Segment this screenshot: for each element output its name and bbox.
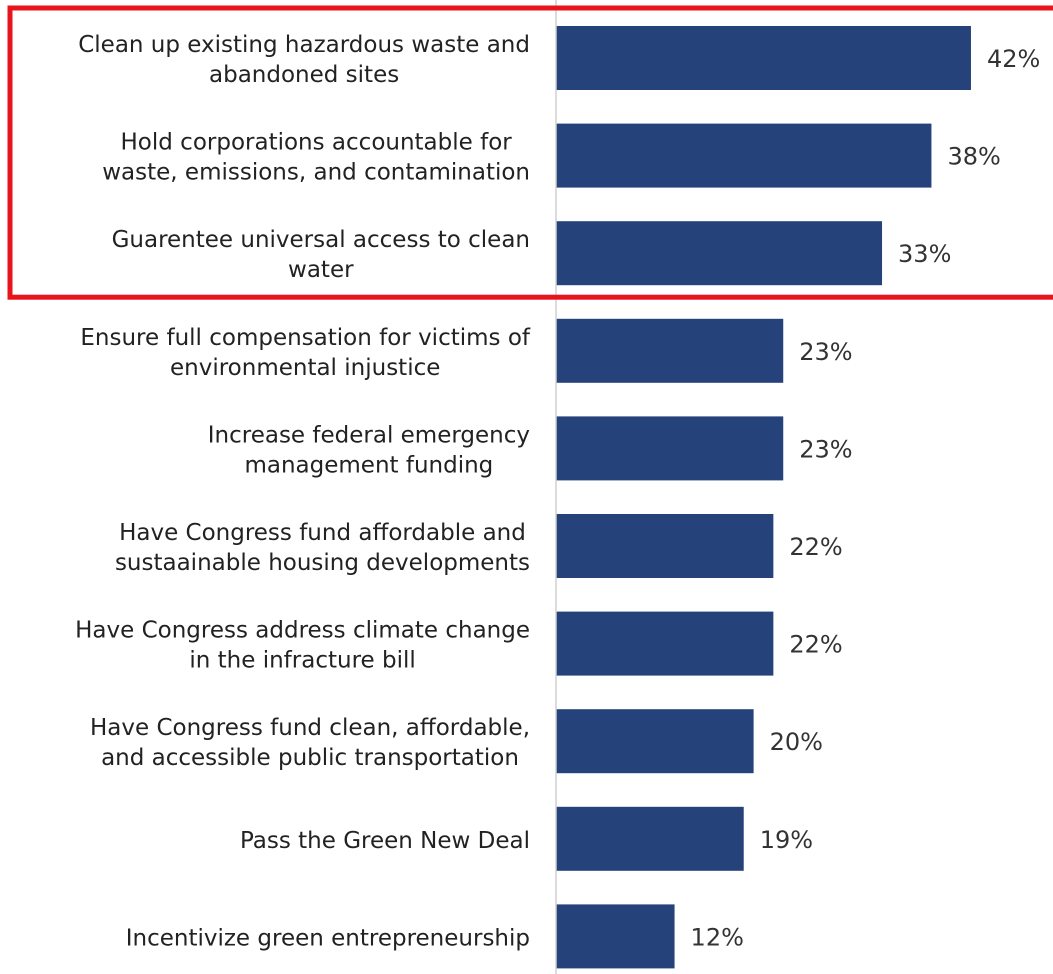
value-label: 22% [789, 533, 842, 561]
category-label-line: and accessible public transportation [101, 745, 519, 771]
bar [556, 123, 932, 188]
category-label-line: water [288, 257, 354, 283]
category-label-line: Ensure full compensation for victims of [80, 325, 531, 351]
category-label: Have Congress fund affordable and sustaai… [115, 520, 530, 576]
bars-layer [556, 26, 971, 969]
bar [556, 26, 971, 90]
category-label-line: sustaainable housing developments [115, 550, 530, 576]
category-label: Have Congress fund clean, affordable, and… [90, 715, 530, 771]
value-label: 42% [987, 45, 1040, 73]
bar [556, 611, 774, 676]
bar [556, 221, 883, 286]
category-label: Guarentee universal access to clean water [112, 227, 530, 283]
category-label-line: waste, emissions, and contamination [102, 160, 530, 186]
category-label: Hold corporations accountable for waste, … [102, 130, 530, 186]
category-label: Have Congress address climate change in t… [75, 618, 530, 674]
category-labels-layer: Clean up existing hazardous waste and aba… [75, 32, 531, 951]
category-label-line: Have Congress fund affordable and [119, 520, 526, 546]
category-label-line: Increase federal emergency [208, 422, 530, 448]
value-label: 12% [691, 923, 744, 951]
category-label-line: environmental injustice [170, 355, 440, 381]
bar [556, 416, 784, 481]
bar [556, 709, 754, 774]
value-label: 23% [799, 338, 852, 366]
value-label: 38% [947, 143, 1000, 171]
category-label: Incentivize green entrepreneurship [126, 925, 530, 951]
category-label: Increase federal emergency management fun… [208, 422, 530, 478]
value-labels-layer: 42% 38% 33% 23% 23% 22% 22% 20% 19% 12% [691, 45, 1041, 951]
bar [556, 514, 774, 578]
value-label: 20% [770, 728, 823, 756]
bar [556, 904, 675, 969]
category-label-line: Incentivize green entrepreneurship [126, 925, 530, 951]
value-label: 19% [760, 826, 813, 854]
category-label-line: abandoned sites [209, 62, 399, 88]
category-label: Ensure full compensation for victims of e… [80, 325, 531, 381]
category-label: Pass the Green New Deal [240, 828, 530, 854]
category-label-line: in the infracture bill [189, 648, 415, 674]
category-label-line: Pass the Green New Deal [240, 828, 530, 854]
category-label-line: Have Congress fund clean, affordable, [90, 715, 530, 741]
category-label-line: Clean up existing hazardous waste and [78, 32, 530, 58]
bar [556, 806, 744, 871]
category-label: Clean up existing hazardous waste and aba… [78, 32, 530, 88]
bar [556, 318, 784, 383]
category-label-line: Have Congress address climate change [75, 618, 530, 644]
value-label: 22% [789, 631, 842, 659]
category-label-line: Guarentee universal access to clean [112, 227, 530, 253]
category-label-line: management funding [244, 452, 493, 478]
value-label: 33% [898, 240, 951, 268]
category-label-line: Hold corporations accountable for [121, 130, 513, 156]
highlight-box [7, 5, 1053, 300]
value-label: 23% [799, 435, 852, 463]
